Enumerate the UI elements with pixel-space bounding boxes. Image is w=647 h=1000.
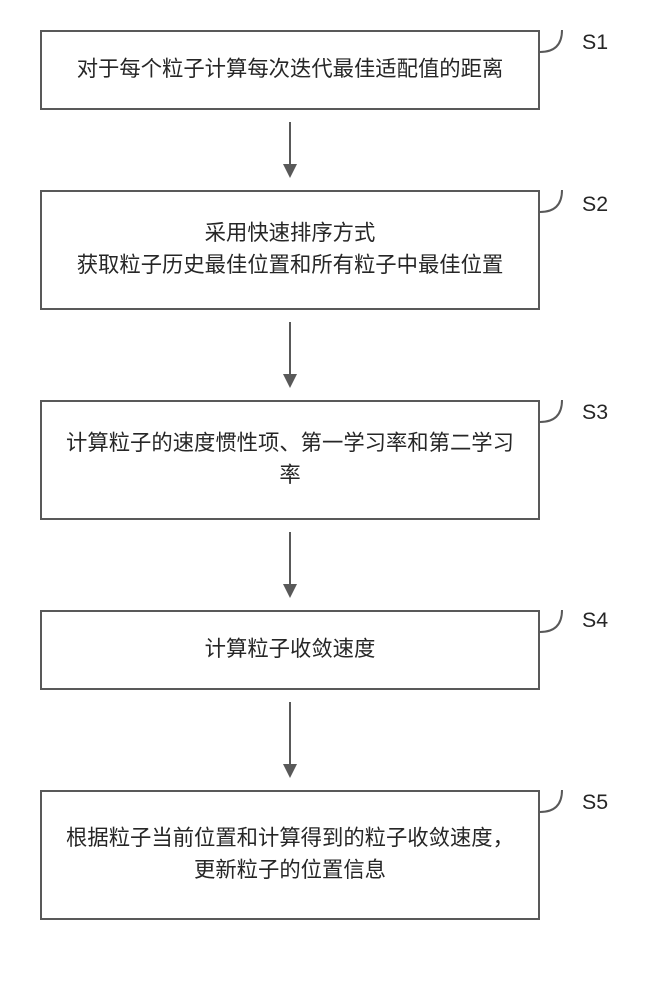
flow-node-label-s5: 根据粒子当前位置和计算得到的粒子收敛速度，更新粒子的位置信息 xyxy=(58,823,522,887)
step-label-s3: S3 xyxy=(582,400,608,425)
step-label-s4: S4 xyxy=(582,608,608,633)
leader-s3 xyxy=(538,398,564,424)
flow-node-s4: 计算粒子收敛速度 xyxy=(40,610,540,690)
leader-s5 xyxy=(538,788,564,814)
leader-s2 xyxy=(538,188,564,214)
flow-node-label-s2: 采用快速排序方式获取粒子历史最佳位置和所有粒子中最佳位置 xyxy=(77,218,504,282)
arrow-s4-s5 xyxy=(280,702,300,778)
flow-node-s1: 对于每个粒子计算每次迭代最佳适配值的距离 xyxy=(40,30,540,110)
arrow-s2-s3 xyxy=(280,322,300,388)
leader-s4 xyxy=(538,608,564,634)
flow-node-label-s1: 对于每个粒子计算每次迭代最佳适配值的距离 xyxy=(77,54,504,86)
flowchart-canvas: 对于每个粒子计算每次迭代最佳适配值的距离采用快速排序方式获取粒子历史最佳位置和所… xyxy=(0,0,647,1000)
flow-node-s5: 根据粒子当前位置和计算得到的粒子收敛速度，更新粒子的位置信息 xyxy=(40,790,540,920)
arrow-s3-s4 xyxy=(280,532,300,598)
leader-s1 xyxy=(538,28,564,54)
flow-node-s3: 计算粒子的速度惯性项、第一学习率和第二学习率 xyxy=(40,400,540,520)
flow-node-s2: 采用快速排序方式获取粒子历史最佳位置和所有粒子中最佳位置 xyxy=(40,190,540,310)
flow-node-label-s4: 计算粒子收敛速度 xyxy=(205,634,376,666)
step-label-s2: S2 xyxy=(582,192,608,217)
step-label-s5: S5 xyxy=(582,790,608,815)
step-label-s1: S1 xyxy=(582,30,608,55)
arrow-s1-s2 xyxy=(280,122,300,178)
flow-node-label-s3: 计算粒子的速度惯性项、第一学习率和第二学习率 xyxy=(58,428,522,492)
